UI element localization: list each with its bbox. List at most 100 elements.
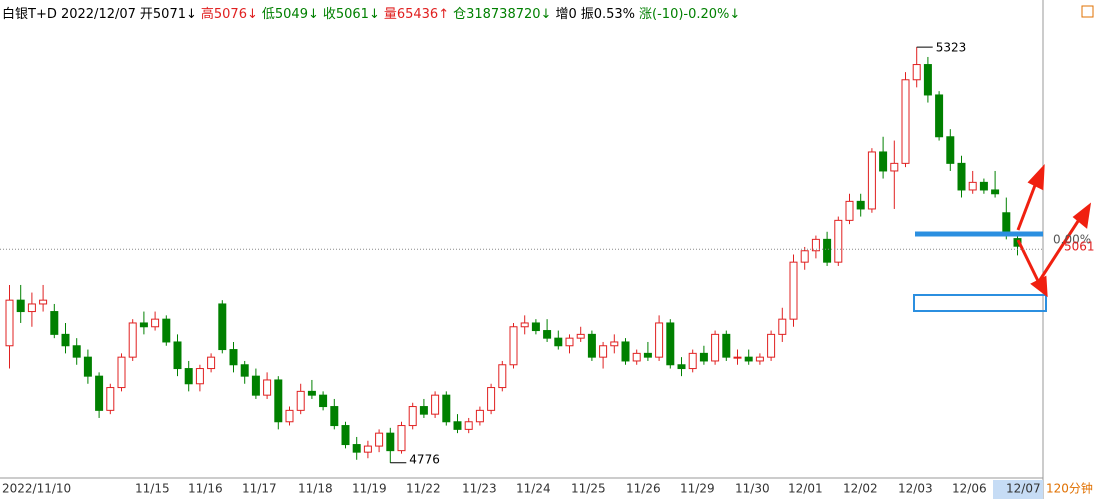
x-tick-label: 11/17 bbox=[242, 482, 277, 496]
candle-body bbox=[375, 432, 384, 447]
candle-body bbox=[419, 406, 428, 415]
candle-body bbox=[139, 322, 148, 328]
x-tick-label: 11/23 bbox=[462, 482, 497, 496]
x-tick-label: 11/22 bbox=[406, 482, 441, 496]
candle-body bbox=[498, 364, 507, 389]
candle-body bbox=[923, 64, 932, 96]
candle-body bbox=[991, 189, 1000, 195]
candle-body bbox=[834, 219, 843, 263]
candle-body bbox=[979, 181, 988, 191]
candle-body bbox=[800, 250, 809, 263]
candle-body bbox=[16, 299, 25, 313]
high-label: 5323 bbox=[936, 41, 967, 55]
candle-body bbox=[95, 375, 104, 411]
candle-body bbox=[117, 356, 126, 389]
last-price-label: 5061 bbox=[1064, 240, 1095, 254]
candle-body bbox=[722, 333, 731, 358]
header: 白银T+D 2022/12/07 开5071↓ 高5076↓ 低5049↓ 收5061↓… bbox=[2, 3, 744, 22]
x-tick-label: 11/26 bbox=[626, 482, 661, 496]
candle-body bbox=[240, 364, 249, 377]
candle-body bbox=[699, 352, 708, 362]
candle-body bbox=[823, 238, 832, 263]
candle-body bbox=[352, 444, 361, 453]
candle-body bbox=[5, 299, 14, 347]
candle-body bbox=[666, 322, 675, 366]
candle-body bbox=[565, 337, 574, 347]
candle-body bbox=[621, 341, 630, 362]
header-item: 仓318738720↓ bbox=[453, 7, 552, 22]
candle-body bbox=[341, 425, 350, 446]
candle-body bbox=[263, 379, 272, 396]
candle-body bbox=[946, 136, 955, 164]
candle-body bbox=[912, 64, 921, 81]
x-tick-label: 11/30 bbox=[735, 482, 770, 496]
candle-body bbox=[27, 303, 36, 313]
header-item: 开5071↓ bbox=[139, 7, 197, 22]
candle-body bbox=[531, 322, 540, 332]
candle-body bbox=[655, 322, 664, 358]
candle-body bbox=[879, 151, 888, 172]
candle-body bbox=[475, 409, 484, 423]
candle-body bbox=[733, 356, 742, 359]
candle-body bbox=[755, 356, 764, 362]
candle-body bbox=[744, 356, 753, 362]
candle-body bbox=[643, 352, 652, 358]
candle-body bbox=[1013, 238, 1022, 247]
x-tick-label: 11/18 bbox=[298, 482, 333, 496]
candle-body bbox=[789, 261, 798, 320]
candle-body bbox=[431, 394, 440, 415]
candle-body bbox=[251, 375, 260, 396]
arrows bbox=[1016, 163, 1092, 298]
candle-body bbox=[509, 326, 518, 366]
x-tick-label: 11/29 bbox=[680, 482, 715, 496]
header-item: 高5076↓ bbox=[200, 7, 258, 22]
candle-body bbox=[363, 445, 372, 453]
candle-body bbox=[307, 390, 316, 396]
candle-body bbox=[520, 322, 529, 328]
candle-body bbox=[386, 432, 395, 452]
candle-body bbox=[767, 333, 776, 358]
candle-body bbox=[890, 162, 899, 172]
candle-body bbox=[968, 181, 977, 191]
candle-body bbox=[453, 421, 462, 430]
header-item: 低5049↓ bbox=[261, 7, 319, 22]
candle-body bbox=[207, 356, 216, 370]
candle-body bbox=[397, 425, 406, 452]
header-item: 涨(-10)-0.20%↓ bbox=[639, 7, 741, 22]
x-tick-label: 12/01 bbox=[788, 482, 823, 496]
x-tick-label: 2022/11/10 bbox=[2, 482, 71, 496]
candle-body bbox=[811, 238, 820, 252]
x-tick-label: 11/15 bbox=[135, 482, 170, 496]
x-tick-label: 11/16 bbox=[188, 482, 223, 496]
candle-body bbox=[285, 409, 294, 423]
candle-body bbox=[543, 330, 552, 339]
settings-icon[interactable] bbox=[1081, 5, 1094, 18]
header-item: 量65436↑ bbox=[383, 7, 450, 22]
candle-body bbox=[610, 341, 619, 347]
x-tick-label: 11/25 bbox=[571, 482, 606, 496]
candle-body bbox=[677, 364, 686, 370]
candle-body bbox=[632, 352, 641, 362]
candle-body bbox=[319, 394, 328, 408]
candle-body bbox=[128, 322, 137, 358]
candle-body bbox=[464, 421, 473, 430]
candle-body bbox=[935, 94, 944, 138]
candle-body bbox=[587, 333, 596, 358]
candle-body bbox=[195, 368, 204, 385]
header-item: 白银T+D 2022/12/07 bbox=[2, 7, 136, 22]
candle-body bbox=[173, 341, 182, 370]
header-item: 振0.53% bbox=[580, 7, 636, 22]
candle-body bbox=[50, 311, 59, 335]
candle-body bbox=[867, 151, 876, 210]
candle-body bbox=[83, 356, 92, 377]
x-tick-label: 12/02 bbox=[843, 482, 878, 496]
low-label: 4776 bbox=[409, 452, 440, 466]
x-tick-label: 11/19 bbox=[352, 482, 387, 496]
candle-body bbox=[274, 379, 283, 423]
last-pct-label: 0.00% bbox=[1053, 233, 1091, 247]
candle-body bbox=[229, 349, 238, 366]
candle-body bbox=[901, 79, 910, 164]
candle-body bbox=[856, 200, 865, 210]
candle-body bbox=[576, 333, 585, 339]
